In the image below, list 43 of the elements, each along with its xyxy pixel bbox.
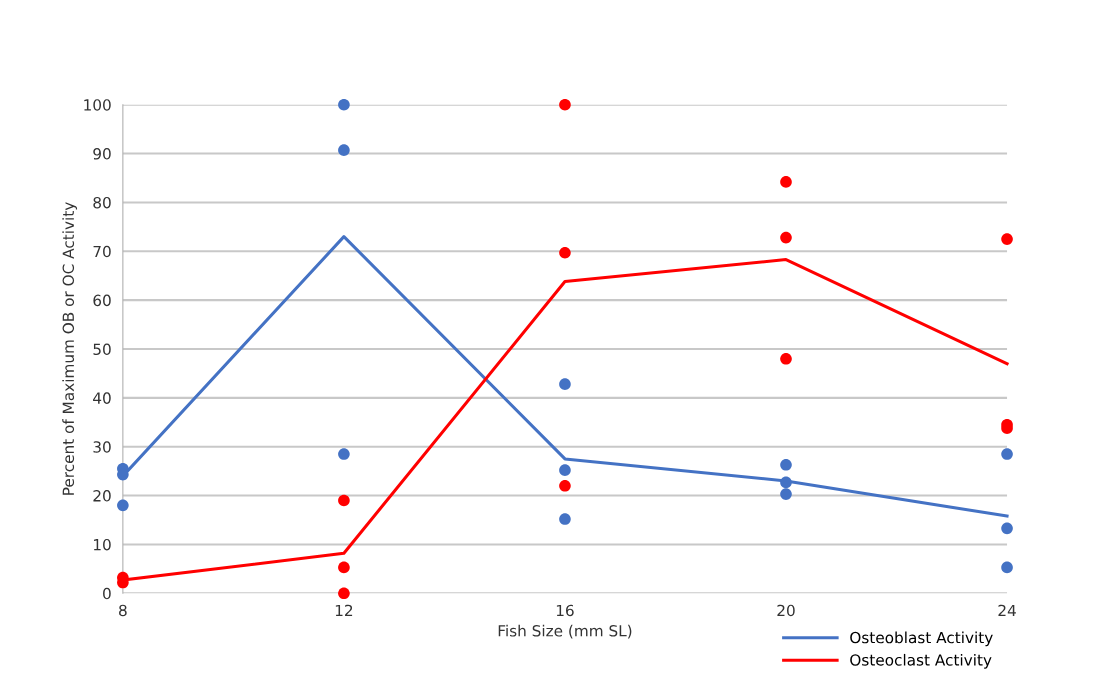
point	[780, 476, 792, 489]
point	[1001, 233, 1013, 245]
point	[559, 378, 571, 390]
point	[780, 488, 792, 500]
point	[338, 98, 350, 111]
point	[559, 480, 571, 492]
point	[780, 458, 792, 471]
point	[780, 176, 792, 188]
point	[559, 98, 571, 111]
legend-label: Osteoclast Activity	[850, 653, 992, 669]
y-tick-label: 70	[93, 245, 111, 258]
point	[338, 494, 350, 507]
point	[1001, 448, 1013, 460]
y-tick-label: 100	[84, 99, 111, 111]
y-axis-title: Percent of Maximum OB or OC Activity	[62, 202, 78, 495]
point	[117, 499, 129, 512]
x-tick-label: 20	[777, 604, 795, 617]
y-tick-label: 50	[93, 343, 111, 356]
x-axis-title: Fish Size (mm SL)	[498, 624, 632, 639]
point	[559, 246, 571, 259]
y-tick-label: 90	[93, 148, 111, 160]
point	[1001, 522, 1013, 535]
x-tick-label: 12	[335, 604, 353, 617]
point	[780, 231, 792, 244]
y-tick-label: 40	[93, 392, 111, 404]
point	[559, 464, 571, 476]
point	[338, 448, 350, 460]
point	[338, 587, 350, 600]
point	[780, 352, 792, 365]
y-tick-label: 80	[93, 196, 111, 209]
y-tick-label: 20	[93, 490, 111, 502]
y-tick-label: 30	[93, 441, 111, 453]
point	[338, 561, 350, 574]
x-tick-label: 16	[556, 604, 574, 617]
legend-label: Osteoblast Activity	[850, 631, 993, 647]
point	[338, 144, 350, 156]
point	[1001, 561, 1013, 574]
x-tick-label: 24	[998, 604, 1016, 617]
x-tick-label: 8	[119, 604, 127, 617]
y-tick-label: 60	[93, 294, 111, 307]
y-tick-label: 10	[93, 538, 111, 551]
y-tick-label: 0	[103, 587, 111, 600]
point	[559, 513, 571, 525]
